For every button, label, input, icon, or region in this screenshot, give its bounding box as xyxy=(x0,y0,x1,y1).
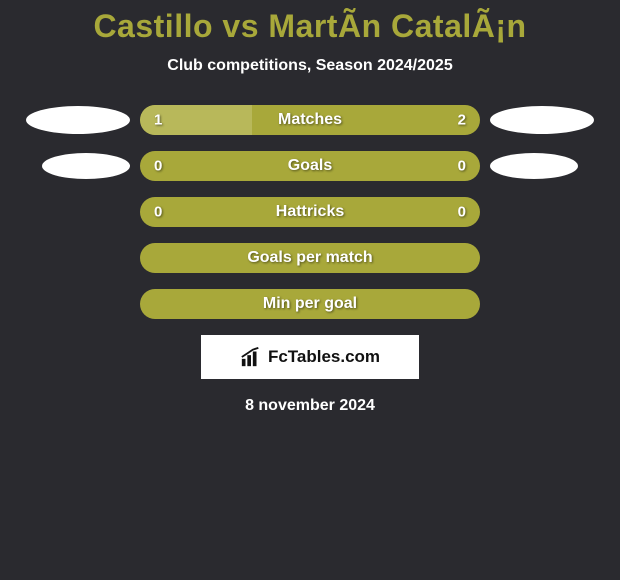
stat-bar: 0 0 Hattricks xyxy=(140,197,480,227)
stats-bars: 1 2 Matches 0 0 Goals 0 0 Hattricks Goals per mat… xyxy=(0,105,620,319)
stat-left-value: 0 xyxy=(154,204,162,221)
stat-right-value: 0 xyxy=(458,158,466,175)
stat-label: Matches xyxy=(278,111,342,129)
player-left-bubble xyxy=(26,106,130,134)
stat-label: Hattricks xyxy=(276,203,344,221)
stat-row: Min per goal xyxy=(0,289,620,319)
chart-icon xyxy=(240,346,262,368)
branding-text: FcTables.com xyxy=(268,347,380,367)
branding-badge: FcTables.com xyxy=(201,335,419,379)
stat-bar: 0 0 Goals xyxy=(140,151,480,181)
date-label: 8 november 2024 xyxy=(0,397,620,415)
stat-bar: Min per goal xyxy=(140,289,480,319)
stat-right-value: 2 xyxy=(458,112,466,129)
stat-left-value: 1 xyxy=(154,112,162,129)
stat-bar: Goals per match xyxy=(140,243,480,273)
stat-right-value: 0 xyxy=(458,204,466,221)
comparison-infographic: Castillo vs MartÃ­n CatalÃ¡n Club compet… xyxy=(0,0,620,415)
stat-label: Goals per match xyxy=(247,249,372,267)
stat-label: Goals xyxy=(288,157,332,175)
stat-row: Goals per match xyxy=(0,243,620,273)
stat-bar: 1 2 Matches xyxy=(140,105,480,135)
stat-row: 0 0 Hattricks xyxy=(0,197,620,227)
player-right-bubble xyxy=(490,153,578,179)
stat-left-value: 0 xyxy=(154,158,162,175)
stat-row: 0 0 Goals xyxy=(0,151,620,181)
stat-label: Min per goal xyxy=(263,295,357,313)
page-title: Castillo vs MartÃ­n CatalÃ¡n xyxy=(0,8,620,45)
page-subtitle: Club competitions, Season 2024/2025 xyxy=(0,57,620,75)
player-right-bubble xyxy=(490,106,594,134)
stat-row: 1 2 Matches xyxy=(0,105,620,135)
player-left-bubble xyxy=(42,153,130,179)
